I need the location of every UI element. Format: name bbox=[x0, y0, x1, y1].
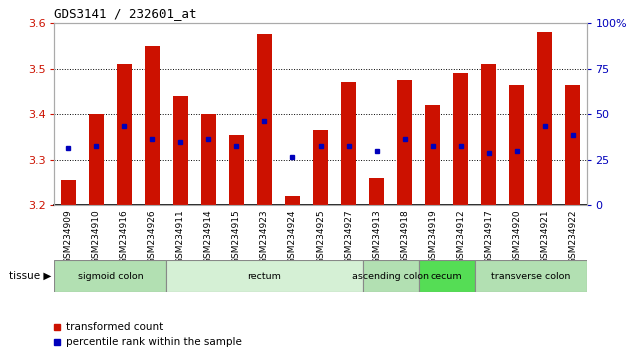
Text: GSM234917: GSM234917 bbox=[484, 210, 493, 264]
Bar bbox=[229, 135, 244, 205]
Bar bbox=[167, 260, 363, 292]
Text: cecum: cecum bbox=[431, 272, 462, 281]
Text: GSM234914: GSM234914 bbox=[204, 210, 213, 264]
Text: ascending colon: ascending colon bbox=[352, 272, 429, 281]
Text: GSM234913: GSM234913 bbox=[372, 210, 381, 264]
Bar bbox=[89, 114, 104, 205]
Bar bbox=[257, 34, 272, 205]
Text: percentile rank within the sample: percentile rank within the sample bbox=[66, 337, 242, 347]
Text: GSM234919: GSM234919 bbox=[428, 210, 437, 264]
Text: GSM234916: GSM234916 bbox=[120, 210, 129, 264]
Bar bbox=[285, 196, 300, 205]
Bar bbox=[369, 178, 384, 205]
Bar bbox=[537, 32, 552, 205]
Text: GSM234927: GSM234927 bbox=[344, 210, 353, 264]
Text: GSM234918: GSM234918 bbox=[400, 210, 409, 264]
Text: GSM234925: GSM234925 bbox=[316, 210, 325, 264]
Text: GSM234909: GSM234909 bbox=[64, 210, 73, 264]
Bar bbox=[481, 64, 496, 205]
Bar bbox=[61, 180, 76, 205]
Text: GSM234924: GSM234924 bbox=[288, 210, 297, 264]
Text: GSM234923: GSM234923 bbox=[260, 210, 269, 264]
Text: transformed count: transformed count bbox=[66, 322, 163, 332]
Text: GSM234910: GSM234910 bbox=[92, 210, 101, 264]
Text: transverse colon: transverse colon bbox=[491, 272, 570, 281]
Text: GSM234911: GSM234911 bbox=[176, 210, 185, 264]
Text: GDS3141 / 232601_at: GDS3141 / 232601_at bbox=[54, 7, 197, 21]
Text: GSM234921: GSM234921 bbox=[540, 210, 549, 264]
Bar bbox=[425, 105, 440, 205]
Text: GSM234920: GSM234920 bbox=[512, 210, 521, 264]
Text: GSM234922: GSM234922 bbox=[568, 210, 577, 264]
Bar bbox=[313, 130, 328, 205]
Bar bbox=[117, 64, 132, 205]
Bar bbox=[397, 80, 412, 205]
Bar bbox=[201, 114, 216, 205]
Bar bbox=[54, 260, 167, 292]
Bar bbox=[565, 85, 580, 205]
Text: GSM234915: GSM234915 bbox=[232, 210, 241, 264]
Bar bbox=[419, 260, 474, 292]
Bar bbox=[145, 46, 160, 205]
Bar bbox=[341, 82, 356, 205]
Bar bbox=[363, 260, 419, 292]
Text: GSM234926: GSM234926 bbox=[148, 210, 157, 264]
Bar bbox=[509, 85, 524, 205]
Bar bbox=[474, 260, 587, 292]
Text: sigmoid colon: sigmoid colon bbox=[78, 272, 144, 281]
Text: GSM234912: GSM234912 bbox=[456, 210, 465, 264]
Bar bbox=[173, 96, 188, 205]
Text: rectum: rectum bbox=[247, 272, 281, 281]
Text: tissue ▶: tissue ▶ bbox=[9, 271, 51, 281]
Bar bbox=[453, 73, 468, 205]
